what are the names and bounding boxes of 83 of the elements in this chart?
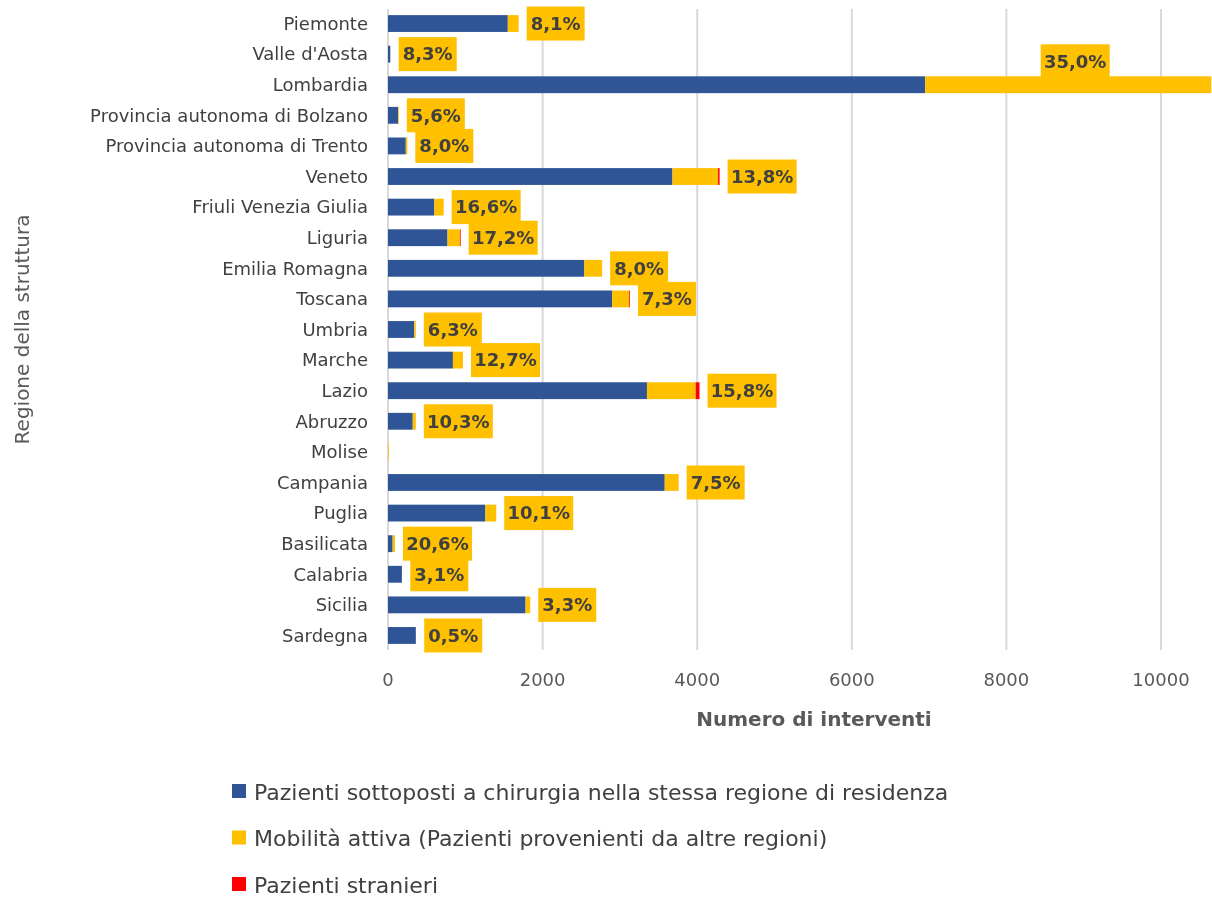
- annotation: 3,1%: [414, 563, 465, 585]
- y-tick-label: Lombardia: [272, 74, 368, 96]
- x-tick-label: 8000: [983, 669, 1030, 691]
- bar: [507, 15, 519, 32]
- annotation: 6,3%: [427, 318, 478, 340]
- annotation: 8,0%: [419, 135, 470, 157]
- y-tick-label: Basilicata: [281, 532, 368, 554]
- annotation: 35,0%: [1043, 50, 1107, 72]
- annotation: 0,5%: [428, 624, 479, 646]
- bar: [452, 351, 463, 369]
- bar: [672, 168, 719, 185]
- y-tick-label: Friuli Venezia Giulia: [192, 196, 368, 218]
- legend-label: Pazienti sottoposti a chirurgia nella stessa regione di residenza: [254, 779, 949, 805]
- y-tick-label: Lazio: [321, 379, 368, 401]
- annotation: 8,0%: [614, 257, 665, 279]
- bar: [388, 137, 406, 155]
- x-tick-label: 2000: [519, 669, 566, 691]
- y-tick-label: Calabria: [293, 563, 368, 585]
- bar: [447, 229, 460, 247]
- bar: [388, 15, 508, 32]
- y-tick-label: Valle d'Aosta: [252, 43, 368, 65]
- y-tick-label: Puglia: [313, 502, 368, 524]
- y-tick-label: Sardegna: [282, 624, 368, 646]
- annotation: 16,6%: [454, 196, 518, 218]
- x-tick-label: 4000: [674, 669, 721, 691]
- legend-label: Pazienti stranieri: [254, 872, 438, 898]
- bar: [388, 259, 585, 277]
- annotation: 5,6%: [410, 104, 461, 126]
- annotation: 7,3%: [641, 288, 692, 310]
- annotation: 20,6%: [406, 532, 469, 554]
- annotation: 12,7%: [474, 349, 537, 371]
- annotation: 3,3%: [542, 594, 593, 616]
- bar: [388, 168, 673, 185]
- bar: [388, 106, 399, 124]
- bar: [434, 198, 444, 216]
- bar: [388, 198, 435, 216]
- bar: [388, 229, 448, 247]
- y-tick-label: Sicilia: [315, 594, 368, 616]
- x-axis-title: Numero di interventi: [696, 707, 932, 731]
- bar: [584, 259, 603, 277]
- y-tick-label: Emilia Romagna: [222, 257, 368, 279]
- annotation: 15,8%: [710, 379, 774, 401]
- y-tick-label: Veneto: [305, 165, 368, 187]
- y-tick-label: Abruzzo: [295, 410, 368, 432]
- bar: [388, 565, 402, 583]
- bar: [646, 382, 696, 400]
- bar: [485, 504, 497, 522]
- y-tick-label: Liguria: [306, 227, 368, 249]
- annotation: 13,8%: [730, 165, 794, 187]
- y-tick-label: Molise: [311, 441, 368, 463]
- y-tick-label: Toscana: [295, 288, 368, 310]
- annotation: 8,3%: [402, 43, 453, 65]
- bar: [612, 290, 630, 308]
- legend-label: Mobilità attiva (Pazienti provenienti da altre regioni): [254, 826, 828, 852]
- bar: [388, 627, 416, 644]
- bar: [388, 351, 453, 369]
- bar: [388, 321, 415, 338]
- y-tick-label: Campania: [276, 471, 368, 493]
- x-tick-label: 6000: [828, 669, 875, 691]
- y-axis-title: Regione della struttura: [10, 214, 34, 445]
- y-tick-label: Provincia autonoma di Trento: [105, 135, 368, 157]
- y-tick-label: Piemonte: [283, 12, 368, 34]
- bar: [388, 412, 413, 430]
- annotation: 8,1%: [530, 12, 581, 34]
- y-tick-label: Umbria: [302, 318, 368, 340]
- bar: [695, 382, 700, 400]
- x-tick-label: 0: [382, 669, 394, 691]
- x-tick-label: 10000: [1132, 669, 1190, 691]
- annotation: 10,3%: [427, 410, 490, 432]
- bar: [388, 290, 613, 308]
- bar: [388, 596, 526, 614]
- bar: [388, 504, 486, 522]
- bar: [412, 412, 416, 430]
- annotation: 17,2%: [471, 227, 535, 249]
- y-tick-label: Marche: [302, 349, 368, 371]
- bar: [388, 474, 665, 491]
- annotation: 7,5%: [690, 471, 741, 493]
- y-tick-label: Provincia autonoma di Bolzano: [90, 104, 368, 126]
- bar: [664, 474, 679, 491]
- bar: [388, 535, 393, 553]
- bar: [388, 76, 926, 94]
- bar: [388, 382, 647, 400]
- annotation: 10,1%: [507, 502, 570, 524]
